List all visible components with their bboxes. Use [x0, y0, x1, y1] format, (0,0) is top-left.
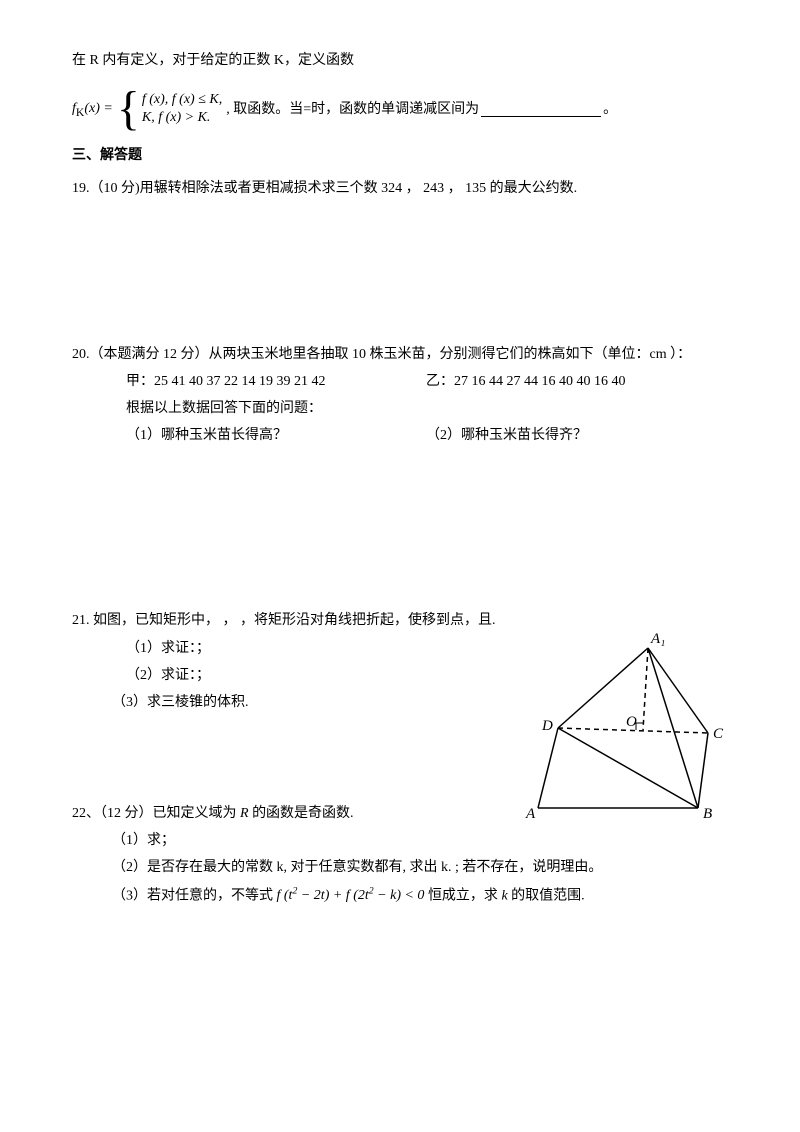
question-21: 21. 如图，已知矩形中， ， ，将矩形沿对角线把折起，使移到点，且. （1）求…	[72, 608, 728, 715]
label-d: D	[541, 718, 553, 734]
label-c: C	[713, 726, 724, 742]
q22-sub2: （2）是否存在最大的常数 k, 对于任意实数都有, 求出 k. ; 若不存在，说…	[72, 855, 728, 880]
case-2: K, f (x) > K.	[142, 109, 222, 127]
intro-line: 在 R 内有定义，对于给定的正数 K，定义函数	[72, 48, 728, 73]
case-1: f (x), f (x) ≤ K,	[142, 91, 222, 109]
label-a1: A₁	[650, 631, 665, 647]
q20-data-a: 甲：25 41 40 37 22 14 19 39 21 42	[126, 369, 426, 394]
edge-a1-o	[643, 648, 648, 730]
label-b: B	[703, 806, 712, 822]
formula-tail-b: 。	[603, 97, 617, 122]
q20-sub1: （1）哪种玉米苗长得高？	[126, 423, 426, 448]
q22-inequality: f (t2 − 2t) + f (2t2 − k) < 0	[277, 888, 425, 903]
right-angle-mark	[636, 723, 643, 730]
q20-subs: （1）哪种玉米苗长得高？ （2）哪种玉米苗长得齐？	[72, 423, 728, 448]
q20-data-b: 乙：27 16 44 27 44 16 40 40 16 40	[426, 369, 626, 394]
formula-tail-a: , 取函数。当=时，函数的单调递减区间为	[226, 97, 479, 122]
brace-wrap: { f (x), f (x) ≤ K, K, f (x) > K.	[117, 85, 222, 133]
cases: f (x), f (x) ≤ K, K, f (x) > K.	[142, 91, 222, 127]
left-brace: {	[117, 85, 140, 133]
q20-data-row: 甲：25 41 40 37 22 14 19 39 21 42 乙：27 16 …	[72, 369, 728, 394]
edge-b-c	[698, 733, 708, 808]
edge-d-a	[538, 728, 558, 808]
formula-lhs: fK(x) =	[72, 96, 113, 123]
formula-block: fK(x) = { f (x), f (x) ≤ K, K, f (x) > K…	[72, 85, 728, 133]
section-3-title: 三、解答题	[72, 143, 728, 168]
q20-sub2: （2）哪种玉米苗长得齐？	[426, 423, 587, 448]
geometry-diagram: A₁ D C A B O	[508, 628, 738, 838]
question-20: 20.（本题满分 12 分）从两块玉米地里各抽取 10 株玉米苗，分别测得它们的…	[72, 342, 728, 449]
label-a: A	[525, 806, 536, 822]
q19-text: 19.（10 分)用辗转相除法或者更相减损术求三个数 324 ， 243 ， 1…	[72, 176, 728, 201]
label-o: O	[626, 714, 637, 730]
answer-blank[interactable]	[481, 101, 601, 116]
q20-head: 20.（本题满分 12 分）从两块玉米地里各抽取 10 株玉米苗，分别测得它们的…	[72, 342, 728, 367]
edge-a1-c	[648, 648, 708, 733]
q20-prompt: 根据以上数据回答下面的问题：	[72, 396, 728, 421]
question-19: 19.（10 分)用辗转相除法或者更相减损术求三个数 324 ， 243 ， 1…	[72, 176, 728, 201]
q22-sub3: （3）若对任意的，不等式 f (t2 − 2t) + f (2t2 − k) <…	[72, 883, 728, 909]
